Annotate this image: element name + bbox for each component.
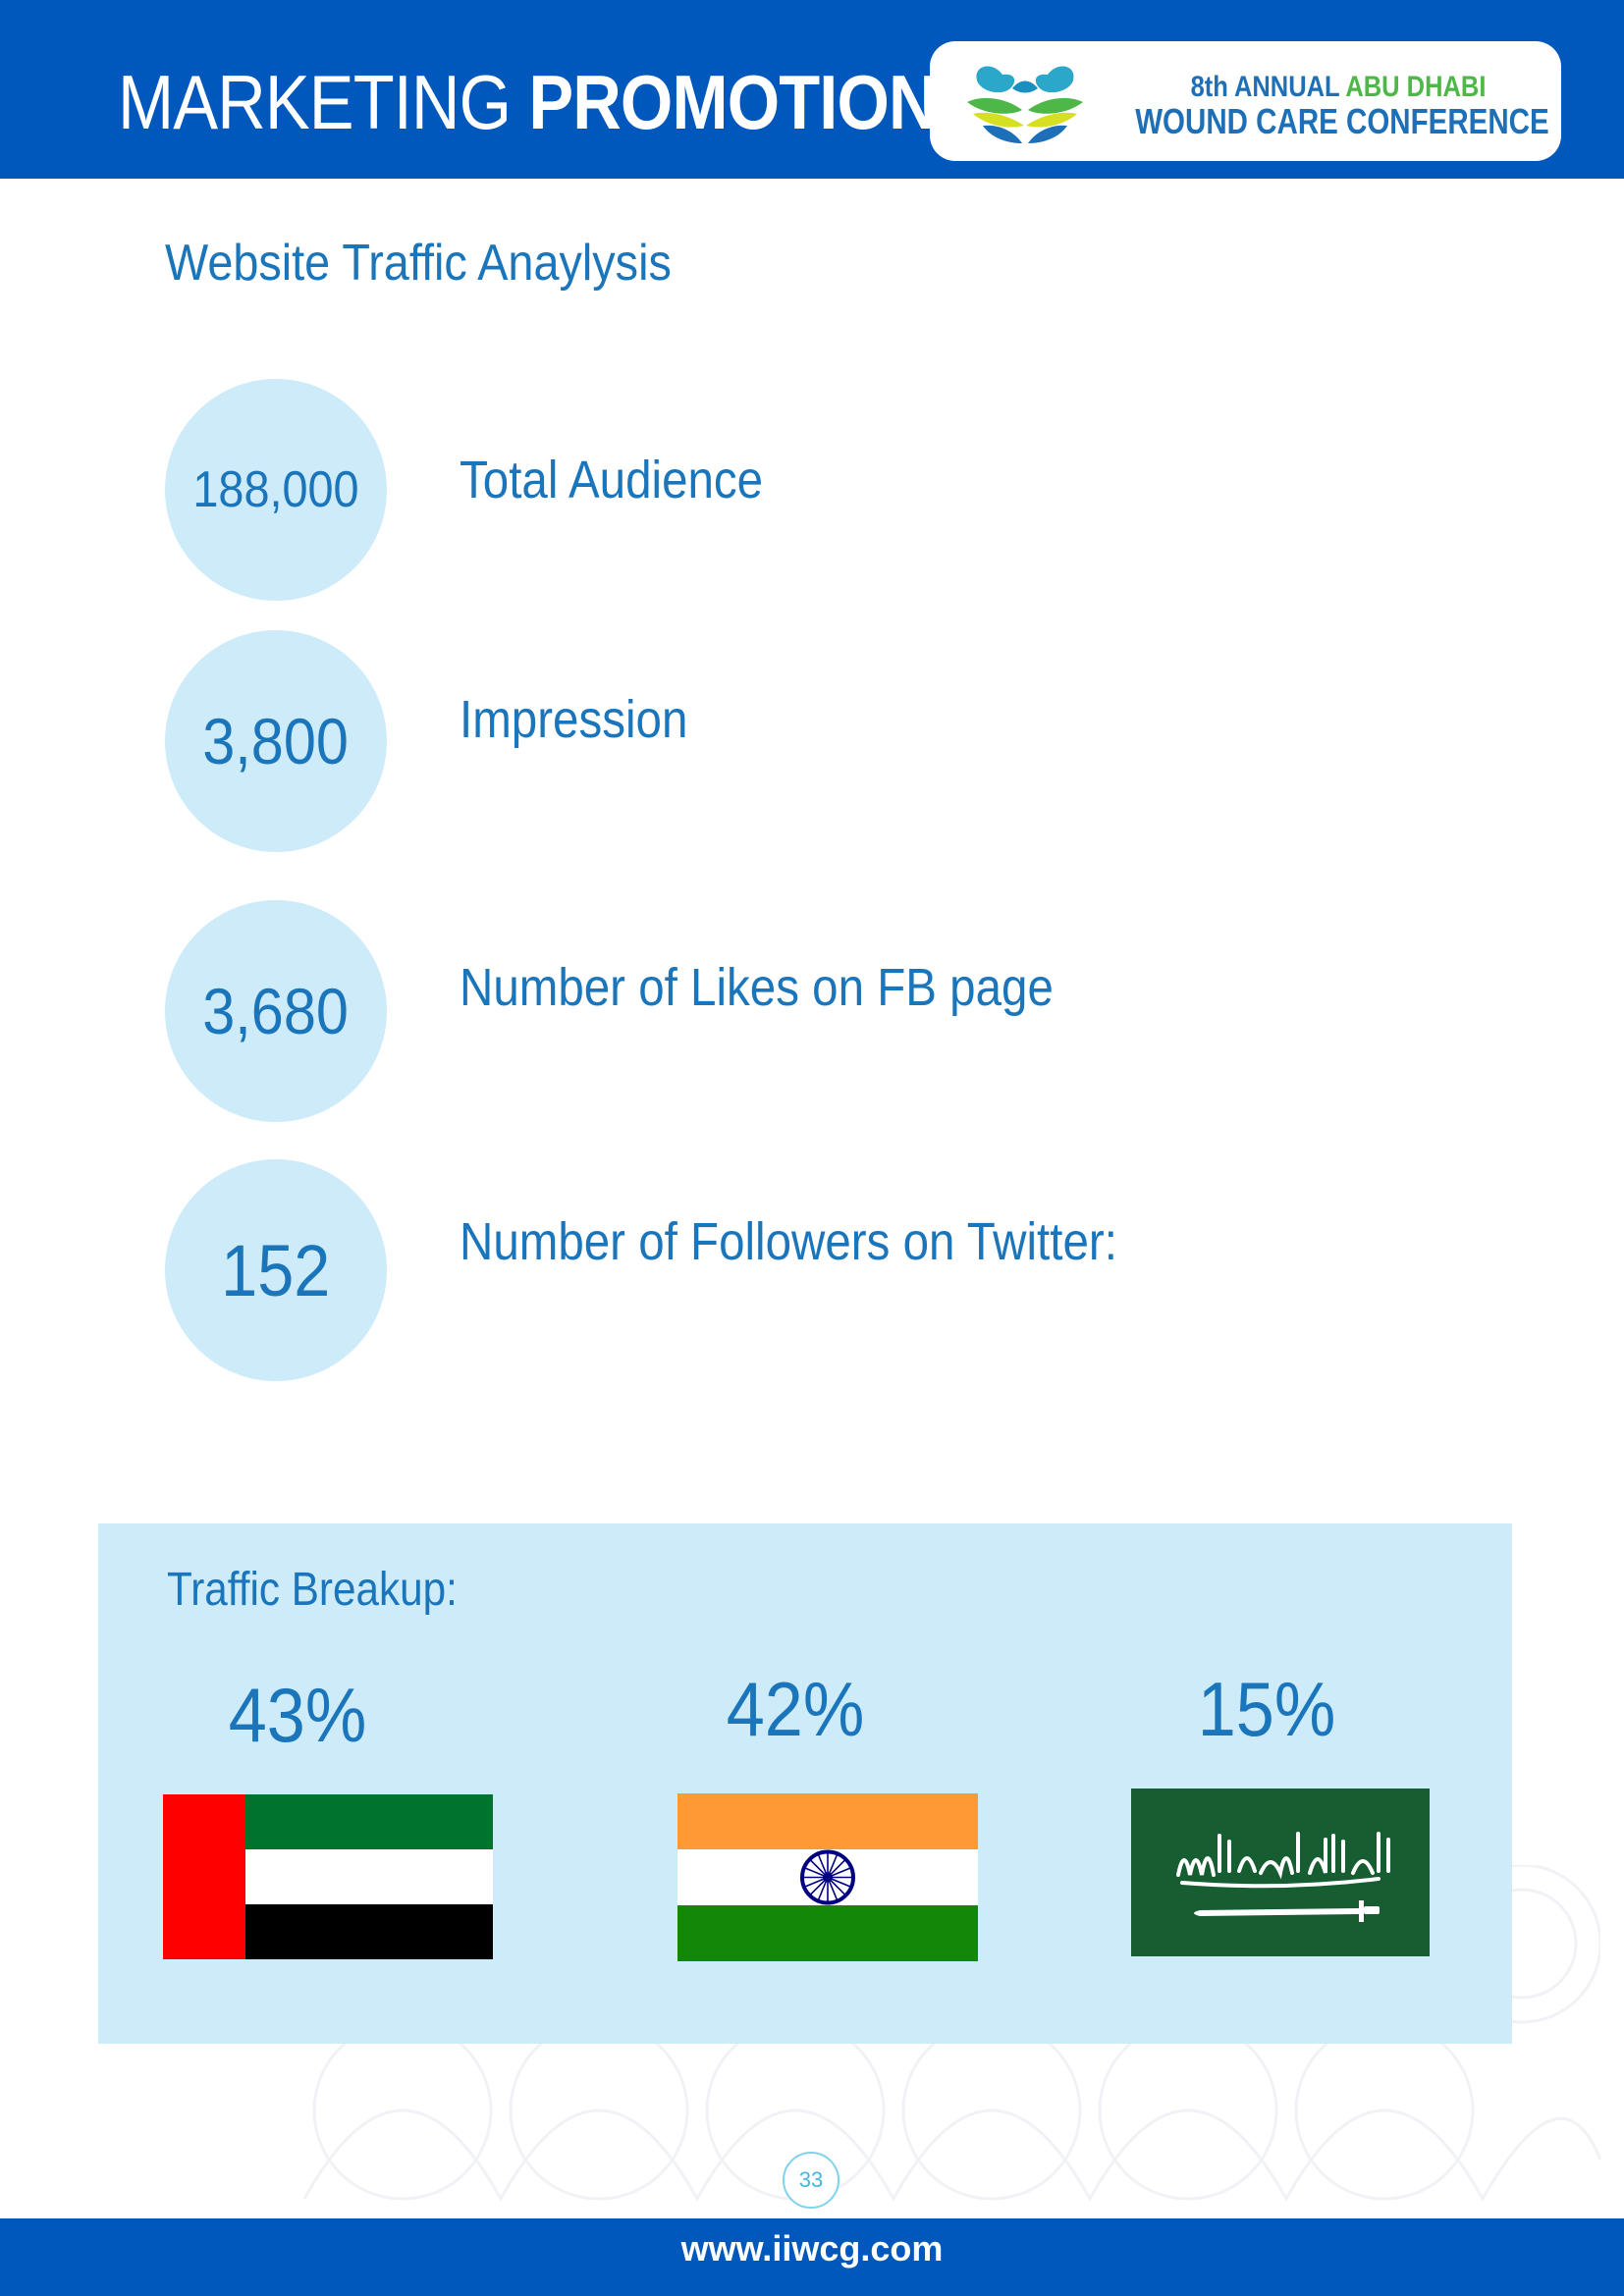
stat-label-twitter-followers: Number of Followers on Twitter: (460, 1212, 1117, 1271)
conference-logo-icon (967, 66, 1083, 143)
stat-value: 188,000 (192, 461, 359, 518)
stat-circle-impression: 3,800 (165, 630, 387, 852)
stat-value: 152 (221, 1229, 331, 1311)
traffic-percent-india: 42% (726, 1666, 865, 1752)
logo-text-line2: WOUND CARE CONFERENCE (1135, 101, 1549, 141)
stat-label-total-audience: Total Audience (460, 451, 764, 509)
conference-logo: 8th ANNUAL ABU DHABI WOUND CARE CONFEREN… (930, 41, 1561, 161)
footer-bar: www.iiwcg.com (0, 2218, 1624, 2296)
traffic-percent-saudi: 15% (1197, 1666, 1336, 1752)
traffic-percent-uae: 43% (228, 1672, 367, 1758)
stat-circle-total-audience: 188,000 (165, 379, 387, 601)
logo-text-line1: 8th ANNUAL ABU DHABI (1171, 71, 1505, 104)
stat-value: 3,800 (202, 705, 350, 777)
uae-flag-icon (163, 1794, 493, 1959)
saudi-arabia-flag-icon (1131, 1789, 1430, 1956)
section-title: Website Traffic Anaylysis (165, 235, 672, 292)
india-flag-icon (677, 1793, 978, 1961)
page-number: 33 (783, 2152, 839, 2209)
stat-value: 3,680 (202, 975, 350, 1047)
page-title-bold: PROMOTION (528, 59, 937, 145)
header-bar: MARKETING PROMOTION 8th ANNUAL ABU DHABI… (0, 0, 1624, 179)
page-title-light: MARKETING (118, 59, 512, 145)
stat-label-fb-likes: Number of Likes on FB page (460, 958, 1054, 1017)
page-title: MARKETING PROMOTION (118, 57, 938, 147)
traffic-breakup-title: Traffic Breakup: (167, 1564, 458, 1616)
traffic-breakup-panel: Traffic Breakup: 43% 42% 15% (98, 1523, 1512, 2044)
logo-annual-text: 8th ANNUAL (1190, 71, 1340, 103)
stat-label-impression: Impression (460, 690, 688, 749)
stat-circle-twitter-followers: 152 (165, 1159, 387, 1381)
logo-city-text: ABU DHABI (1345, 71, 1487, 103)
website-url-link[interactable]: www.iiwcg.com (680, 2228, 944, 2269)
stat-circle-fb-likes: 3,680 (165, 900, 387, 1122)
